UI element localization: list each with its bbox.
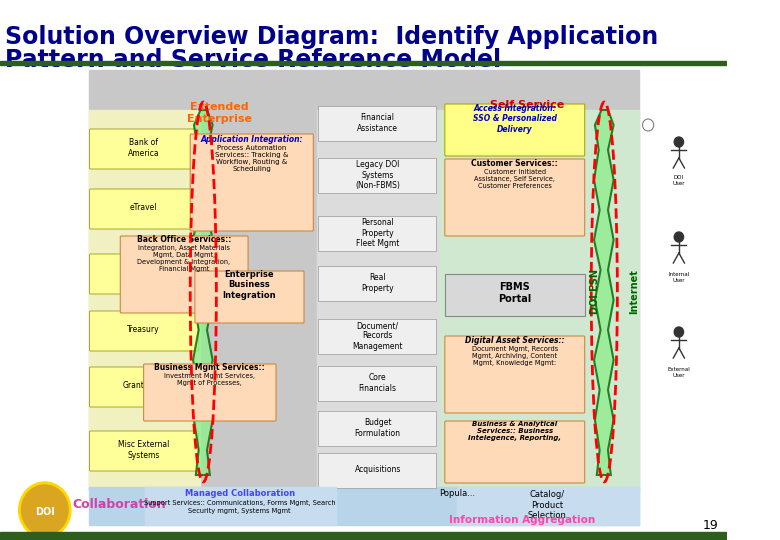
Circle shape <box>19 482 71 538</box>
Text: Real
Property: Real Property <box>361 273 394 293</box>
Text: Legacy DOI
Systems
(Non-FBMS): Legacy DOI Systems (Non-FBMS) <box>355 160 400 190</box>
Polygon shape <box>594 110 614 475</box>
FancyBboxPatch shape <box>318 266 437 301</box>
Text: Document Mgmt, Records
Mgmt, Archiving, Content
Mgmt, Knowledge Mgmt:: Document Mgmt, Records Mgmt, Archiving, … <box>472 346 558 366</box>
FancyBboxPatch shape <box>445 274 585 316</box>
FancyBboxPatch shape <box>90 189 199 229</box>
Bar <box>89 70 639 490</box>
Text: Access Integration:
SSO & Personalized
Delivery: Access Integration: SSO & Personalized D… <box>473 104 557 134</box>
Text: Integration, Asset Materials
Mgmt, Data Mgmt,
Development & Integration,
Financi: Integration, Asset Materials Mgmt, Data … <box>137 245 230 272</box>
Text: Information Aggregation: Information Aggregation <box>449 515 595 525</box>
Bar <box>89 487 639 525</box>
Circle shape <box>643 119 654 131</box>
Circle shape <box>674 137 683 147</box>
Text: Enterprise
Business
Integration: Enterprise Business Integration <box>222 270 276 300</box>
Text: Customer Initiated
Assistance, Self Service,
Customer Preferences: Customer Initiated Assistance, Self Serv… <box>474 169 555 189</box>
FancyBboxPatch shape <box>120 236 248 313</box>
Text: Application Integration:: Application Integration: <box>200 135 303 144</box>
Text: Grants.gov: Grants.gov <box>122 381 165 390</box>
Bar <box>0 532 728 540</box>
FancyBboxPatch shape <box>90 431 199 471</box>
Text: Business Mgmt Services::: Business Mgmt Services:: <box>154 363 265 372</box>
Text: Popula...: Popula... <box>439 489 475 497</box>
Text: 19: 19 <box>702 519 718 532</box>
FancyBboxPatch shape <box>195 271 304 323</box>
Text: Acquisitions: Acquisitions <box>354 465 401 475</box>
Text: Support Services:: Communications, Forms Mgmt, Search
Security mgmt, Systems Mgm: Support Services:: Communications, Forms… <box>144 501 335 514</box>
FancyBboxPatch shape <box>318 216 437 251</box>
FancyBboxPatch shape <box>318 411 437 446</box>
Text: Managed Collaboration: Managed Collaboration <box>185 489 295 497</box>
Text: Digital Asset Services::: Digital Asset Services:: <box>465 336 565 345</box>
FancyBboxPatch shape <box>90 311 199 351</box>
Bar <box>89 110 200 490</box>
Text: Pattern and Service Reference Model: Pattern and Service Reference Model <box>5 48 501 72</box>
Circle shape <box>674 327 683 337</box>
Text: GSA P
Cat: GSA P Cat <box>132 264 155 283</box>
Text: Back Office Services::: Back Office Services:: <box>136 235 231 244</box>
Text: Customer Services::: Customer Services:: <box>471 159 558 168</box>
Text: Core
Financials: Core Financials <box>359 373 397 393</box>
FancyBboxPatch shape <box>318 158 437 193</box>
FancyBboxPatch shape <box>144 364 276 421</box>
FancyBboxPatch shape <box>90 129 199 169</box>
Text: Business & Analytical
Services:: Business
Intelegence, Reporting,: Business & Analytical Services:: Busines… <box>468 421 562 441</box>
Text: DOI ESN: DOI ESN <box>590 269 600 314</box>
Text: Internal
User: Internal User <box>668 272 690 283</box>
Text: Document/
Records
Management: Document/ Records Management <box>353 321 403 351</box>
FancyBboxPatch shape <box>318 453 437 488</box>
Bar <box>144 487 335 525</box>
Circle shape <box>674 232 683 242</box>
FancyBboxPatch shape <box>90 254 199 294</box>
FancyBboxPatch shape <box>445 421 585 483</box>
Text: Financial
Assistance: Financial Assistance <box>357 113 398 133</box>
Bar <box>457 487 639 525</box>
Text: Catalog/
Product
Selection: Catalog/ Product Selection <box>528 490 567 520</box>
Text: Investment Mgmt Services,
Mgmt of Processes,: Investment Mgmt Services, Mgmt of Proces… <box>165 373 255 386</box>
Bar <box>438 110 639 490</box>
Text: Misc External
Systems: Misc External Systems <box>118 440 169 460</box>
Text: Budget
Formulation: Budget Formulation <box>355 418 401 438</box>
Text: External
User: External User <box>668 367 690 378</box>
FancyBboxPatch shape <box>318 106 437 141</box>
Text: Self Service: Self Service <box>490 100 564 110</box>
FancyBboxPatch shape <box>445 104 585 156</box>
Text: Extended
Enterprise: Extended Enterprise <box>186 102 252 124</box>
Text: FBMS
Portal: FBMS Portal <box>498 282 531 304</box>
Text: DOI
User: DOI User <box>672 175 685 186</box>
FancyBboxPatch shape <box>90 367 199 407</box>
FancyBboxPatch shape <box>445 159 585 236</box>
Text: Bank of
America: Bank of America <box>128 138 159 158</box>
Text: Treasury: Treasury <box>127 326 160 334</box>
Text: eTravel: eTravel <box>129 204 158 213</box>
Text: Collaboration: Collaboration <box>73 498 166 511</box>
Circle shape <box>21 485 68 535</box>
Text: DOI: DOI <box>35 507 55 517</box>
Text: Personal
Property
Fleet Mgmt: Personal Property Fleet Mgmt <box>356 218 399 248</box>
Polygon shape <box>193 110 213 475</box>
Text: Process Automation
Services:: Tracking &
Workflow, Routing &
Scheduling: Process Automation Services:: Tracking &… <box>215 145 289 172</box>
FancyBboxPatch shape <box>318 319 437 354</box>
Text: Solution Overview Diagram:  Identify Application: Solution Overview Diagram: Identify Appl… <box>5 25 658 49</box>
Bar <box>317 110 438 490</box>
Bar <box>0 61 728 65</box>
FancyBboxPatch shape <box>445 336 585 413</box>
FancyBboxPatch shape <box>318 366 437 401</box>
Text: Internet: Internet <box>629 269 639 314</box>
FancyBboxPatch shape <box>190 134 314 231</box>
